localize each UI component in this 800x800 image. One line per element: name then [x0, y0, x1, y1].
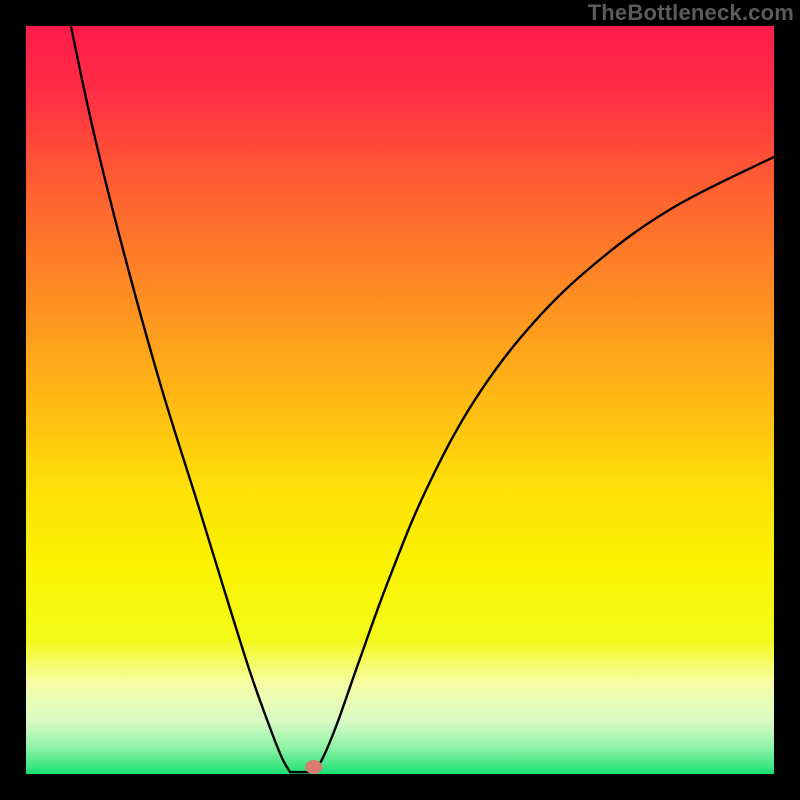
optimum-marker	[305, 760, 323, 774]
frame-right	[774, 0, 800, 800]
curve-right-branch	[312, 157, 774, 772]
frame-left	[0, 0, 26, 800]
plot-area	[26, 26, 774, 774]
frame-bottom	[0, 774, 800, 800]
curve-left-branch	[71, 26, 290, 772]
watermark-text: TheBottleneck.com	[588, 0, 794, 26]
bottleneck-curve	[26, 26, 774, 774]
